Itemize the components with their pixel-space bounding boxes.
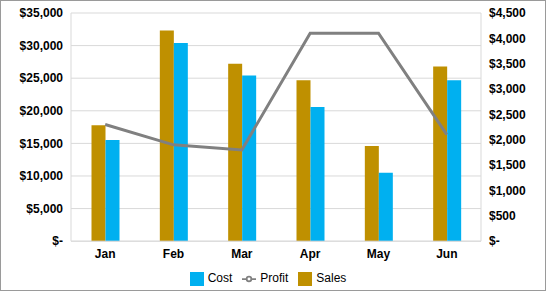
- svg-text:Jun: Jun: [436, 247, 457, 261]
- html-text:Profit: Profit: [260, 271, 289, 286]
- svg-text:$-: $-: [52, 234, 63, 248]
- svg-text:$5,000: $5,000: [26, 202, 63, 216]
- svg-text:Jan: Jan: [95, 247, 116, 261]
- svg-text:$4,500: $4,500: [489, 6, 526, 20]
- svg-text:$3,500: $3,500: [489, 57, 526, 71]
- html-text:Sales: Sales: [316, 271, 347, 286]
- svg-text:$20,000: $20,000: [20, 104, 64, 118]
- svg-text:$2,500: $2,500: [489, 108, 526, 122]
- svg-text:May: May: [367, 247, 391, 261]
- svg-text:$25,000: $25,000: [20, 71, 64, 85]
- svg-text:Mar: Mar: [231, 247, 253, 261]
- svg-text:$35,000: $35,000: [20, 6, 64, 20]
- svg-text:Apr: Apr: [300, 247, 321, 261]
- svg-text:$4,000: $4,000: [489, 32, 526, 46]
- svg-text:$1,000: $1,000: [489, 184, 526, 198]
- svg-text:$-: $-: [489, 234, 500, 248]
- svg-text:$15,000: $15,000: [20, 137, 64, 151]
- svg-text:$1,500: $1,500: [489, 158, 526, 172]
- svg-text:$10,000: $10,000: [20, 169, 64, 183]
- svg-text:$2,000: $2,000: [489, 133, 526, 147]
- svg-text:Feb: Feb: [163, 247, 184, 261]
- html-text:Cost: Cost: [207, 271, 233, 286]
- svg-text:$30,000: $30,000: [20, 39, 64, 53]
- svg-text:$500: $500: [489, 209, 516, 223]
- svg-text:$3,000: $3,000: [489, 82, 526, 96]
